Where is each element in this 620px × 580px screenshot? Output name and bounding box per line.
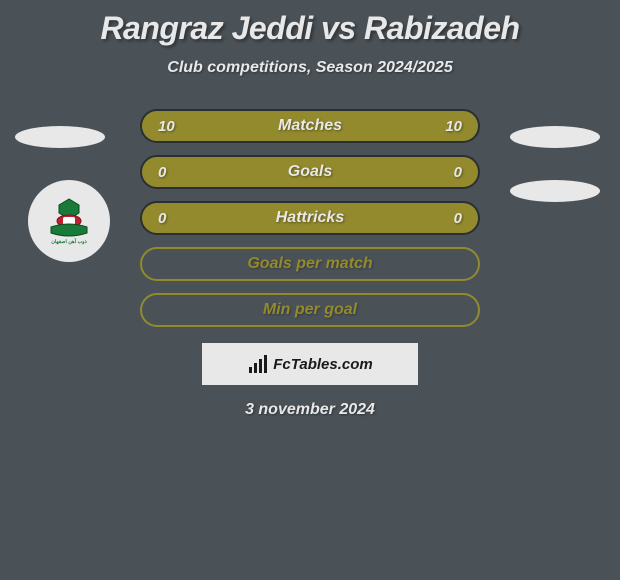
chart-icon [247,353,269,375]
stat-value-right: 0 [454,164,462,181]
subtitle: Club competitions, Season 2024/2025 [0,59,620,77]
branding-box[interactable]: FcTables.com [202,343,418,385]
club-crest-icon: ذوب آهن اصفهان [39,191,99,251]
player-1-club-badge: ذوب آهن اصفهان [28,180,110,262]
stat-value-left: 0 [158,210,166,227]
stat-row-min-per-goal: Min per goal [140,293,480,327]
stat-value-left: 10 [158,118,175,135]
stat-label: Goals per match [247,255,372,273]
stat-row-matches: 10 Matches 10 [140,109,480,143]
player-2-club-badge [510,180,600,202]
player-2-avatar [510,126,600,148]
date-label: 3 november 2024 [0,401,620,419]
branding-text: FcTables.com [273,356,372,373]
player-1-avatar [15,126,105,148]
svg-text:ذوب آهن اصفهان: ذوب آهن اصفهان [51,238,87,245]
stat-row-goals-per-match: Goals per match [140,247,480,281]
stat-value-right: 0 [454,210,462,227]
page-title: Rangraz Jeddi vs Rabizadeh [0,0,620,47]
stat-label: Goals [288,163,332,181]
stat-label: Matches [278,117,342,135]
stat-row-hattricks: 0 Hattricks 0 [140,201,480,235]
stat-value-left: 0 [158,164,166,181]
stat-row-goals: 0 Goals 0 [140,155,480,189]
stat-value-right: 10 [445,118,462,135]
stat-label: Min per goal [263,301,357,319]
stat-label: Hattricks [276,209,344,227]
